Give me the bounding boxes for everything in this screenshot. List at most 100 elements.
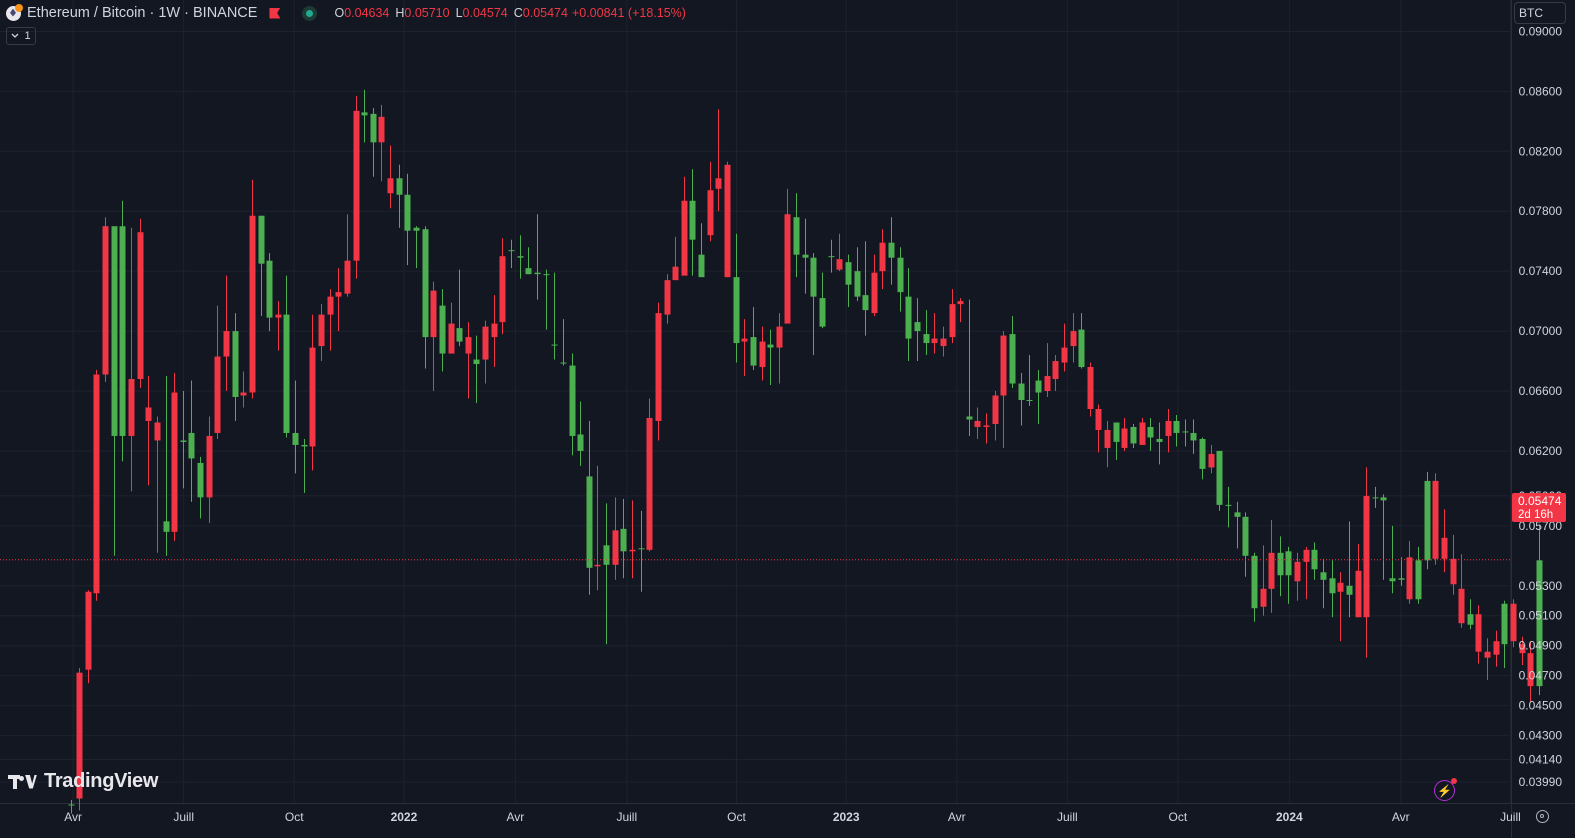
candle-body [1372,497,1379,499]
candle [534,214,541,300]
candle-body [689,200,696,240]
candle-body [223,331,230,357]
candle-body [370,113,377,143]
candle [819,272,826,329]
candle [1311,542,1318,580]
price-tick-label: 0.05700 [1519,519,1563,533]
candle [1484,638,1491,681]
candle [1450,534,1457,595]
candle [1061,323,1068,372]
candle [439,289,446,372]
candle-body [1139,422,1146,445]
candle [206,416,213,523]
price-tick-label: 0.04500 [1519,699,1563,713]
candle [828,239,835,273]
flag-icon[interactable] [269,7,281,19]
candle [966,299,973,436]
candle [258,215,265,317]
market-status-icon[interactable] [302,5,318,21]
candle-body [1484,651,1491,658]
candle-body [309,347,316,447]
candle-body [387,178,394,194]
high-value: 0.05710 [404,6,450,20]
candle [543,269,550,330]
tradingview-logo[interactable]: TradingView [8,770,158,793]
candle [171,373,178,541]
candle [163,376,170,556]
currency-button[interactable]: BTC [1514,2,1566,24]
candle [923,310,930,356]
candle-body [154,422,161,441]
candle-body [353,110,360,261]
candle-body [1199,438,1206,469]
candle [68,800,75,814]
candle-body [327,296,334,315]
candle [1035,370,1042,424]
candle [1121,417,1128,451]
candles [68,89,1543,814]
candle-body [603,545,610,565]
time-tick-label: Oct [727,810,746,824]
candle [560,319,567,366]
candle [940,326,947,357]
candle [1458,554,1465,628]
open-value: 0.04634 [344,6,390,20]
candle-body [819,298,826,327]
candle-body [1501,603,1508,645]
candle [1415,546,1422,604]
grid-lines [0,0,1511,803]
candle [361,89,368,143]
candle [759,326,766,381]
candle-body [1536,560,1543,687]
indicator-count: 1 [24,30,31,42]
candle [344,214,351,297]
candle [482,320,489,384]
candle [1355,543,1362,618]
candle-body [137,232,144,380]
candle-body [1450,558,1457,585]
close-label: C [513,6,523,20]
price-axis-labels: 0.03990 0.04140 0.04300 0.04500 0.04700 0.049… [1519,24,1563,789]
candle [370,107,377,177]
candle-body [569,365,576,436]
gear-icon[interactable] [1536,810,1549,823]
candle [1104,420,1111,468]
candle-body [499,256,506,323]
candle-body [1234,512,1241,517]
candle-body [957,301,964,305]
candle [396,164,403,228]
candle-body [188,432,195,459]
ohlc-values: O0.04634 H0.05710 L0.04574 C0.05474 [334,6,568,20]
candle [888,217,895,285]
candle [1372,486,1379,508]
candle-body [1303,549,1310,562]
candle [154,416,161,553]
candle-body [879,242,886,272]
collapse-indicators-button[interactable]: 1 [6,27,36,45]
candle [767,329,774,386]
candle-body [473,359,480,365]
candle-body [1026,400,1033,402]
lightning-icon[interactable]: ⚡ [1434,778,1457,801]
symbol-title[interactable]: Ethereum / Bitcoin · 1W · BINANCE [27,5,258,21]
candle-body [1475,614,1482,652]
candle-body [422,229,429,338]
tradingview-logo-icon [8,774,38,790]
candle [1190,419,1197,454]
candle-body [1147,426,1154,438]
candle [974,407,981,439]
candle [1147,417,1154,451]
candle [793,193,800,278]
price-tick-label: 0.04300 [1519,729,1563,743]
candle-body [966,416,973,420]
last-price-value: 0.05474 [1518,494,1562,508]
candle [301,438,308,493]
candle-body [871,272,878,314]
candle [897,247,904,312]
candle-body [1389,578,1396,582]
candle-body [810,257,817,297]
candle [422,226,429,369]
candle [309,314,316,471]
candle [223,275,230,392]
